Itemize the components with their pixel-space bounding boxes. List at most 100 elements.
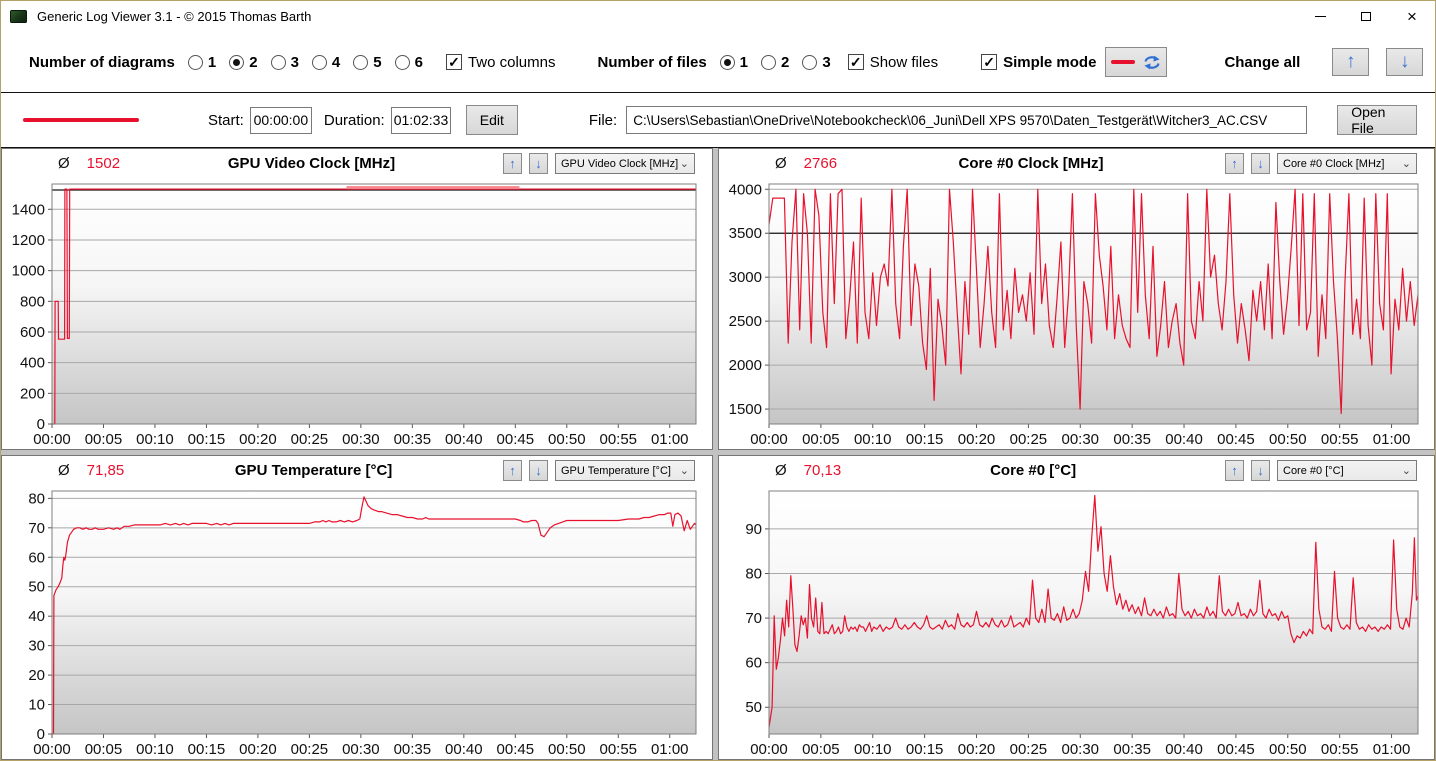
svg-text:00:05: 00:05 bbox=[85, 431, 123, 448]
svg-text:800: 800 bbox=[20, 293, 45, 310]
move-down-button[interactable]: ↓ bbox=[529, 460, 548, 481]
chart-plot: 50 60 70 80 90 00:00 00:05 00:10 00:15 00:20 00:25… bbox=[719, 485, 1434, 759]
maximize-icon bbox=[1361, 12, 1371, 21]
file-bar: Start: Duration: Edit File: C:\Users\Seb… bbox=[1, 93, 1435, 147]
radio-diagrams-1[interactable] bbox=[187, 54, 203, 70]
svg-text:3000: 3000 bbox=[729, 269, 762, 286]
edit-button[interactable]: Edit bbox=[465, 105, 518, 135]
radio-diagrams-3[interactable] bbox=[270, 54, 286, 70]
svg-text:90: 90 bbox=[745, 521, 762, 538]
svg-text:00:55: 00:55 bbox=[599, 431, 637, 448]
svg-text:01:00: 01:00 bbox=[651, 431, 689, 448]
svg-text:00:45: 00:45 bbox=[497, 431, 535, 448]
chart-canvas: 0 200 400 600 800 1000 1200 1400 00:00 00:05 00:10… bbox=[12, 183, 697, 448]
down-arrow-icon: ↓ bbox=[1257, 463, 1264, 478]
open-file-button[interactable]: Open File bbox=[1337, 104, 1418, 136]
svg-text:00:15: 00:15 bbox=[188, 431, 226, 448]
svg-text:00:40: 00:40 bbox=[1165, 741, 1203, 758]
channel-dropdown[interactable]: Core #0 Clock [MHz] ⌄ bbox=[1277, 153, 1417, 174]
down-arrow-icon: ↓ bbox=[535, 156, 542, 171]
series-style-refresh-button[interactable] bbox=[1105, 47, 1168, 77]
svg-text:80: 80 bbox=[28, 490, 45, 507]
channel-dropdown[interactable]: Core #0 [°C] ⌄ bbox=[1277, 460, 1417, 481]
minimize-button[interactable] bbox=[1297, 1, 1343, 32]
svg-text:00:35: 00:35 bbox=[1113, 431, 1151, 448]
channel-dropdown[interactable]: GPU Temperature [°C] ⌄ bbox=[555, 460, 695, 481]
radio-diagrams-2[interactable] bbox=[229, 54, 245, 70]
radio-option-diagrams-5: 5 bbox=[353, 54, 382, 71]
svg-text:00:05: 00:05 bbox=[802, 741, 840, 758]
radio-files-2[interactable] bbox=[761, 54, 777, 70]
radio-option-diagrams-4: 4 bbox=[311, 54, 340, 71]
channel-dropdown[interactable]: GPU Video Clock [MHz] ⌄ bbox=[555, 153, 695, 174]
svg-text:00:55: 00:55 bbox=[1321, 431, 1359, 448]
chart-panel-core0-temperature: Ø 70,13 Core #0 [°C] ↑ ↓ Core #0 [°C] ⌄ … bbox=[718, 455, 1435, 760]
svg-text:00:55: 00:55 bbox=[1321, 741, 1359, 758]
svg-text:10: 10 bbox=[28, 697, 45, 714]
two-columns-checkbox[interactable]: ✓ bbox=[445, 54, 462, 70]
radio-option-files-3: 3 bbox=[802, 53, 831, 71]
svg-text:70: 70 bbox=[28, 520, 45, 537]
up-arrow-icon: ↑ bbox=[509, 156, 516, 171]
maximize-button[interactable] bbox=[1343, 1, 1389, 32]
change-all-up-button[interactable]: ↑ bbox=[1332, 48, 1370, 76]
file-path-input[interactable]: C:\Users\Sebastian\OneDrive\Notebookchec… bbox=[626, 106, 1308, 134]
chevron-down-icon: ⌄ bbox=[679, 158, 689, 170]
files-label: Number of files bbox=[597, 53, 707, 71]
radio-diagrams-6[interactable] bbox=[394, 54, 410, 70]
svg-text:4000: 4000 bbox=[729, 181, 762, 198]
change-all-label: Change all bbox=[1224, 53, 1301, 71]
duration-input[interactable] bbox=[390, 106, 451, 134]
move-down-button[interactable]: ↓ bbox=[1251, 460, 1270, 481]
move-up-button[interactable]: ↑ bbox=[1225, 153, 1244, 174]
edit-button-label: Edit bbox=[479, 112, 504, 128]
move-up-button[interactable]: ↑ bbox=[503, 153, 522, 174]
start-input[interactable] bbox=[249, 106, 312, 134]
move-down-button[interactable]: ↓ bbox=[1251, 153, 1270, 174]
radio-diagrams-5[interactable] bbox=[353, 54, 369, 70]
channel-dropdown-value: Core #0 [°C] bbox=[1283, 464, 1344, 477]
svg-text:1400: 1400 bbox=[12, 201, 45, 218]
svg-text:00:15: 00:15 bbox=[188, 741, 226, 758]
down-arrow-icon: ↓ bbox=[1400, 51, 1410, 72]
svg-text:00:20: 00:20 bbox=[239, 741, 277, 758]
svg-text:1500: 1500 bbox=[729, 401, 762, 418]
down-arrow-icon: ↓ bbox=[1257, 156, 1264, 171]
svg-text:00:25: 00:25 bbox=[291, 431, 329, 448]
close-button[interactable]: × bbox=[1389, 1, 1435, 32]
change-all-down-button[interactable]: ↓ bbox=[1386, 48, 1424, 76]
radio-label-diagrams-6: 6 bbox=[414, 53, 423, 71]
svg-text:00:15: 00:15 bbox=[906, 431, 944, 448]
chart-panel-gpu-video-clock: Ø 1502 GPU Video Clock [MHz] ↑ ↓ GPU Vid… bbox=[1, 148, 713, 450]
average-symbol: Ø bbox=[775, 462, 787, 479]
chart-title: Core #0 [°C] bbox=[990, 462, 1077, 479]
svg-text:01:00: 01:00 bbox=[651, 741, 689, 758]
chart-plot: 1500 2000 2500 3000 3500 4000 00:00 00:05 00:10 0… bbox=[719, 178, 1434, 449]
chart-canvas: 0 10 20 30 40 50 60 70 80 00:00 00:05 00:10 00:15 00:… bbox=[28, 490, 697, 758]
move-down-button[interactable]: ↓ bbox=[529, 153, 548, 174]
simple-mode-checkbox[interactable]: ✓ bbox=[981, 54, 998, 70]
radio-diagrams-4[interactable] bbox=[311, 54, 327, 70]
svg-text:50: 50 bbox=[28, 579, 45, 596]
chart-title: GPU Video Clock [MHz] bbox=[227, 155, 396, 172]
file-count-radio-group: 1 2 3 bbox=[707, 54, 831, 71]
move-up-button[interactable]: ↑ bbox=[503, 460, 522, 481]
chart-header: Ø 71,85 GPU Temperature [°C] ↑ ↓ GPU Tem… bbox=[2, 456, 712, 485]
svg-text:0: 0 bbox=[37, 416, 45, 433]
chart-canvas: 50 60 70 80 90 00:00 00:05 00:10 00:15 00:20 00:25… bbox=[745, 490, 1419, 758]
radio-label-files-3: 3 bbox=[822, 53, 831, 71]
svg-text:50: 50 bbox=[745, 699, 762, 716]
svg-text:40: 40 bbox=[28, 608, 45, 625]
charts-grid: Ø 1502 GPU Video Clock [MHz] ↑ ↓ GPU Vid… bbox=[1, 148, 1435, 760]
up-arrow-icon: ↑ bbox=[509, 463, 516, 478]
svg-text:01:00: 01:00 bbox=[1373, 431, 1411, 448]
radio-files-3[interactable] bbox=[802, 54, 818, 70]
move-up-button[interactable]: ↑ bbox=[1225, 460, 1244, 481]
show-files-checkbox[interactable]: ✓ bbox=[847, 54, 864, 70]
svg-text:400: 400 bbox=[20, 355, 45, 372]
svg-text:60: 60 bbox=[28, 549, 45, 566]
radio-files-1[interactable] bbox=[719, 54, 735, 70]
separator-bottom bbox=[1, 147, 1435, 148]
svg-text:00:30: 00:30 bbox=[1061, 431, 1099, 448]
chart-header: Ø 2766 Core #0 Clock [MHz] ↑ ↓ Core #0 C… bbox=[719, 149, 1434, 178]
